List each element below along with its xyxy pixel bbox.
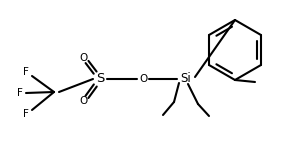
Text: O: O [80,96,88,106]
Text: F: F [23,109,29,119]
Text: Si: Si [181,73,191,85]
Text: S: S [96,73,104,85]
Text: F: F [17,88,23,98]
Text: F: F [23,67,29,77]
Text: O: O [139,74,147,84]
Text: O: O [80,53,88,63]
